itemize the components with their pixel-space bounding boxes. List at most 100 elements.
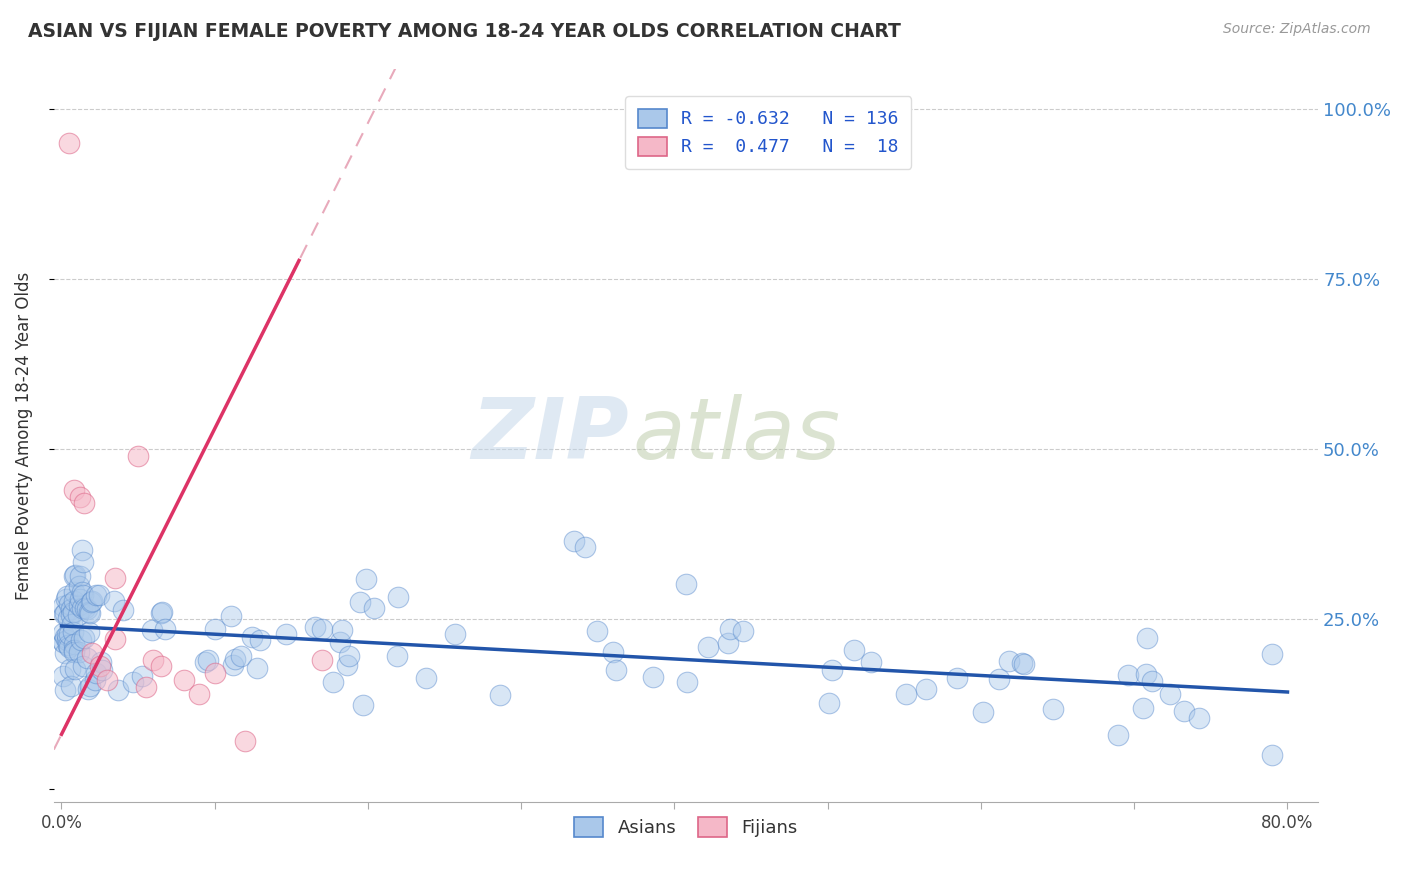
Point: [173, 673, 195, 687]
Point: [65, 662, 87, 676]
Point: [82, 646, 104, 660]
Point: [52, 635, 75, 649]
Point: [103, 593, 125, 607]
Point: [141, 623, 163, 637]
Point: [444, 626, 467, 640]
Point: [59, 662, 82, 676]
Text: ASIAN VS FIJIAN FEMALE POVERTY AMONG 18-24 YEAR OLDS CORRELATION CHART: ASIAN VS FIJIAN FEMALE POVERTY AMONG 18-…: [28, 22, 901, 41]
Point: [60, 679, 83, 693]
Point: [972, 705, 994, 719]
Point: [107, 683, 129, 698]
Point: [72, 555, 94, 569]
Point: [53, 646, 76, 660]
Point: [142, 652, 165, 666]
Point: [52, 625, 75, 640]
Point: [56, 590, 79, 604]
Point: [131, 668, 153, 682]
Point: [240, 630, 263, 644]
Point: [821, 663, 844, 677]
Point: [1261, 747, 1284, 762]
Point: [194, 655, 217, 669]
Point: [56, 639, 79, 653]
Point: [352, 698, 374, 713]
Point: [150, 606, 173, 620]
Point: [1132, 701, 1154, 715]
Point: [675, 577, 697, 591]
Point: [641, 670, 664, 684]
Point: [1118, 668, 1140, 682]
Point: [987, 673, 1010, 687]
Point: [204, 666, 226, 681]
Point: [387, 590, 409, 604]
Point: [586, 624, 609, 638]
Point: [246, 661, 269, 675]
Point: [222, 657, 245, 672]
Point: [127, 449, 149, 463]
Point: [53, 607, 76, 621]
Point: [69, 490, 91, 504]
Point: [605, 663, 627, 677]
Point: [204, 622, 226, 636]
Point: [188, 687, 211, 701]
Point: [84, 673, 107, 687]
Point: [349, 595, 371, 609]
Point: [58, 640, 80, 655]
Point: [330, 624, 353, 638]
Point: [87, 588, 110, 602]
Point: [66, 608, 89, 623]
Point: [329, 635, 352, 649]
Legend: Asians, Fijians: Asians, Fijians: [567, 810, 804, 845]
Point: [363, 601, 385, 615]
Point: [72, 659, 94, 673]
Point: [90, 655, 112, 669]
Point: [104, 632, 127, 647]
Point: [58, 136, 80, 151]
Point: [104, 571, 127, 585]
Point: [197, 653, 219, 667]
Point: [62, 637, 84, 651]
Point: [731, 624, 754, 638]
Point: [53, 682, 76, 697]
Point: [56, 628, 79, 642]
Point: [235, 734, 257, 748]
Point: [62, 606, 84, 620]
Point: [602, 644, 624, 658]
Point: [58, 611, 80, 625]
Point: [77, 681, 100, 696]
Point: [60, 608, 83, 623]
Point: [67, 645, 90, 659]
Point: [96, 673, 118, 687]
Point: [1140, 673, 1163, 688]
Point: [58, 627, 80, 641]
Point: [354, 572, 377, 586]
Point: [76, 651, 98, 665]
Point: [1107, 728, 1129, 742]
Point: [59, 601, 82, 615]
Point: [311, 622, 333, 636]
Point: [945, 671, 967, 685]
Point: [818, 696, 841, 710]
Point: [574, 541, 596, 555]
Point: [72, 588, 94, 602]
Point: [79, 595, 101, 609]
Point: [69, 579, 91, 593]
Point: [322, 674, 344, 689]
Point: [70, 601, 93, 615]
Point: [58, 597, 80, 611]
Text: atlas: atlas: [633, 394, 841, 477]
Point: [860, 655, 883, 669]
Point: [311, 652, 333, 666]
Point: [997, 654, 1019, 668]
Point: [415, 671, 437, 685]
Point: [894, 687, 917, 701]
Point: [1136, 631, 1159, 645]
Point: [82, 594, 104, 608]
Point: [1188, 711, 1211, 725]
Point: [1159, 688, 1181, 702]
Point: [73, 600, 96, 615]
Point: [63, 569, 86, 583]
Point: [76, 601, 98, 615]
Text: Source: ZipAtlas.com: Source: ZipAtlas.com: [1223, 22, 1371, 37]
Point: [84, 666, 107, 681]
Point: [122, 674, 145, 689]
